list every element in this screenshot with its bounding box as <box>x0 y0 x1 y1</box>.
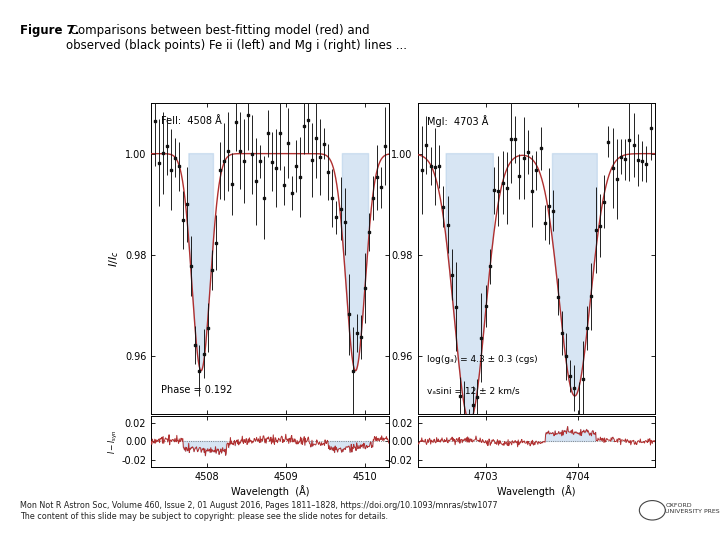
Y-axis label: $I-I_{\rm syn}$: $I-I_{\rm syn}$ <box>107 429 120 454</box>
Text: MgI:  4703 Å: MgI: 4703 Å <box>427 116 488 127</box>
Text: FeII:  4508 Å: FeII: 4508 Å <box>161 116 222 126</box>
Text: OXFORD
UNIVERSITY PRESS: OXFORD UNIVERSITY PRESS <box>665 503 720 514</box>
X-axis label: Wavelength  (Å): Wavelength (Å) <box>497 485 576 497</box>
Text: vₐsini = 12 ± 2 km/s: vₐsini = 12 ± 2 km/s <box>427 386 520 395</box>
Text: Comparisons between best-fitting model (red) and
observed (black points) Fe ii (: Comparisons between best-fitting model (… <box>66 24 407 52</box>
Text: log(gₐ) = 4.3 ± 0.3 (cgs): log(gₐ) = 4.3 ± 0.3 (cgs) <box>427 355 538 364</box>
X-axis label: Wavelength  (Å): Wavelength (Å) <box>230 485 310 497</box>
Text: Mon Not R Astron Soc, Volume 460, Issue 2, 01 August 2016, Pages 1811–1828, http: Mon Not R Astron Soc, Volume 460, Issue … <box>20 501 498 510</box>
Text: The content of this slide may be subject to copyright: please see the slide note: The content of this slide may be subject… <box>20 512 388 521</box>
Text: Figure 7.: Figure 7. <box>20 24 79 37</box>
Y-axis label: $I/I_c$: $I/I_c$ <box>107 250 121 267</box>
Text: Phase = 0.192: Phase = 0.192 <box>161 385 232 395</box>
